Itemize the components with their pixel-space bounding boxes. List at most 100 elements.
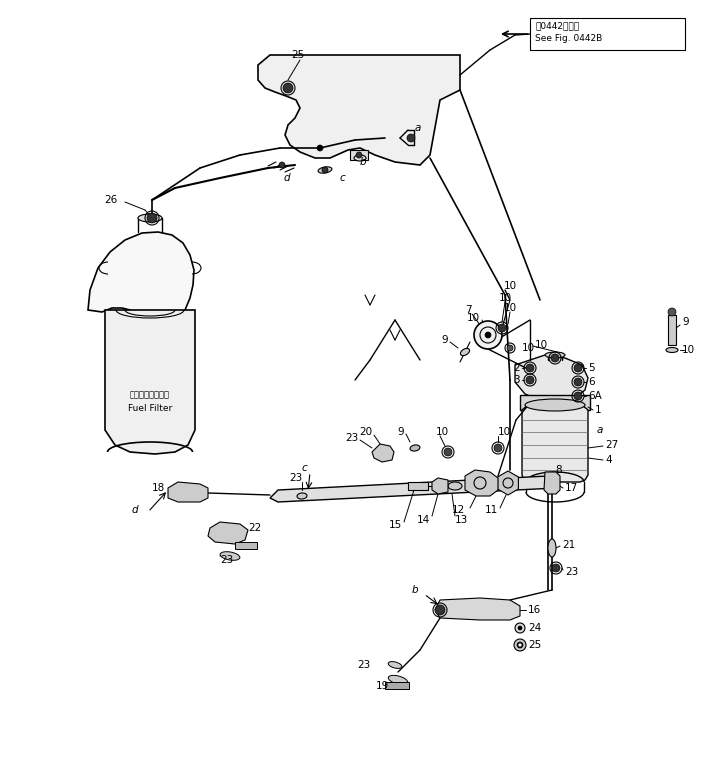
Text: 25: 25 bbox=[528, 640, 541, 650]
Bar bbox=[385, 682, 409, 689]
Ellipse shape bbox=[545, 352, 565, 358]
Text: 24: 24 bbox=[528, 623, 541, 633]
Text: 3: 3 bbox=[513, 375, 520, 385]
Text: b: b bbox=[360, 157, 367, 167]
Text: 2: 2 bbox=[513, 363, 520, 373]
Circle shape bbox=[498, 324, 506, 332]
Text: 25: 25 bbox=[292, 50, 305, 60]
Text: 18: 18 bbox=[152, 483, 165, 493]
Polygon shape bbox=[498, 471, 518, 495]
Circle shape bbox=[317, 145, 323, 151]
Text: 11: 11 bbox=[485, 505, 498, 515]
Text: d: d bbox=[132, 505, 138, 515]
Text: 10: 10 bbox=[503, 281, 516, 291]
Text: 9: 9 bbox=[441, 335, 448, 345]
Text: 1: 1 bbox=[595, 405, 601, 415]
Text: 10: 10 bbox=[535, 340, 548, 350]
Polygon shape bbox=[105, 310, 195, 454]
Text: 16: 16 bbox=[528, 605, 541, 615]
Polygon shape bbox=[522, 405, 588, 482]
Circle shape bbox=[668, 308, 676, 316]
Polygon shape bbox=[544, 472, 560, 494]
Polygon shape bbox=[168, 482, 208, 502]
Text: 6A: 6A bbox=[588, 391, 602, 401]
Circle shape bbox=[494, 444, 502, 452]
Circle shape bbox=[518, 626, 522, 630]
Circle shape bbox=[551, 354, 559, 362]
Text: 21: 21 bbox=[562, 540, 576, 550]
Polygon shape bbox=[208, 522, 248, 544]
Circle shape bbox=[444, 448, 452, 456]
Circle shape bbox=[507, 345, 513, 351]
Bar bbox=[530, 18, 685, 50]
Text: 22: 22 bbox=[248, 523, 261, 533]
Text: 5: 5 bbox=[588, 363, 595, 373]
Ellipse shape bbox=[410, 445, 420, 451]
Ellipse shape bbox=[138, 214, 162, 222]
Text: 10: 10 bbox=[522, 343, 535, 353]
Text: a: a bbox=[597, 425, 603, 435]
Text: 10: 10 bbox=[467, 313, 480, 323]
Polygon shape bbox=[270, 476, 556, 502]
Circle shape bbox=[485, 332, 491, 338]
Ellipse shape bbox=[460, 348, 470, 356]
Text: 10: 10 bbox=[498, 293, 511, 303]
Text: 4: 4 bbox=[605, 455, 611, 465]
Text: 12: 12 bbox=[452, 505, 465, 515]
Text: フェエルフィルタ: フェエルフィルタ bbox=[130, 390, 170, 399]
Text: 10: 10 bbox=[503, 303, 516, 313]
Polygon shape bbox=[515, 355, 588, 402]
Circle shape bbox=[407, 134, 415, 142]
Circle shape bbox=[147, 213, 157, 223]
Circle shape bbox=[518, 643, 522, 647]
Polygon shape bbox=[435, 598, 520, 620]
Ellipse shape bbox=[388, 675, 408, 685]
Circle shape bbox=[526, 364, 534, 372]
Text: Fuel Filter: Fuel Filter bbox=[128, 403, 172, 412]
Text: 13: 13 bbox=[455, 515, 468, 525]
Text: 6: 6 bbox=[588, 377, 595, 387]
Text: 20: 20 bbox=[359, 427, 372, 437]
Text: 23: 23 bbox=[357, 660, 370, 670]
Bar bbox=[668, 315, 676, 345]
Polygon shape bbox=[88, 232, 194, 326]
Polygon shape bbox=[258, 55, 460, 165]
Text: 26: 26 bbox=[104, 195, 117, 205]
Text: c: c bbox=[302, 463, 307, 473]
Text: d: d bbox=[283, 173, 290, 183]
Circle shape bbox=[279, 162, 285, 168]
Ellipse shape bbox=[354, 155, 366, 161]
Text: 10: 10 bbox=[436, 427, 449, 437]
Text: 9: 9 bbox=[682, 317, 689, 327]
Text: 19: 19 bbox=[375, 681, 389, 691]
Text: 14: 14 bbox=[417, 515, 430, 525]
Circle shape bbox=[574, 378, 582, 386]
Text: 7: 7 bbox=[465, 305, 471, 315]
Circle shape bbox=[526, 376, 534, 384]
Ellipse shape bbox=[388, 662, 402, 669]
Ellipse shape bbox=[318, 167, 332, 173]
Text: 23: 23 bbox=[220, 555, 233, 565]
Polygon shape bbox=[465, 470, 498, 496]
Bar bbox=[350, 150, 368, 160]
Text: 10: 10 bbox=[682, 345, 695, 355]
Ellipse shape bbox=[220, 552, 240, 560]
Circle shape bbox=[515, 623, 525, 633]
Circle shape bbox=[574, 364, 582, 372]
Ellipse shape bbox=[525, 399, 585, 411]
Circle shape bbox=[514, 639, 526, 651]
Circle shape bbox=[552, 564, 560, 572]
Circle shape bbox=[283, 83, 293, 93]
Bar bbox=[520, 395, 590, 410]
Circle shape bbox=[322, 167, 328, 173]
Circle shape bbox=[474, 321, 502, 349]
Ellipse shape bbox=[548, 539, 556, 557]
Circle shape bbox=[574, 392, 582, 400]
Text: 17: 17 bbox=[565, 483, 578, 493]
Ellipse shape bbox=[666, 347, 678, 353]
Text: 23: 23 bbox=[290, 473, 302, 483]
Text: See Fig. 0442B: See Fig. 0442B bbox=[535, 34, 602, 43]
Ellipse shape bbox=[297, 493, 307, 499]
Bar bbox=[408, 482, 428, 490]
Bar bbox=[235, 542, 257, 549]
